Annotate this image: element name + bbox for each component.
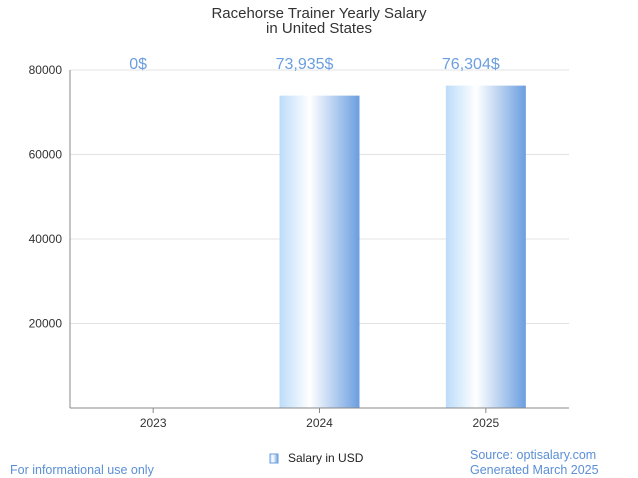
chart-title-line-2: in United States xyxy=(266,20,372,37)
y-tick-label: 60000 xyxy=(29,148,63,162)
disclaimer-text: For informational use only xyxy=(10,463,154,477)
bar-2024 xyxy=(279,95,360,408)
bar-2025 xyxy=(445,85,526,408)
bars xyxy=(279,85,526,408)
data-labels: 0$ 73,935$ 76,304$ xyxy=(129,56,500,73)
data-label-2025: 76,304$ xyxy=(442,56,500,73)
data-label-2024: 73,935$ xyxy=(276,56,334,73)
x-tick-label: 2025 xyxy=(472,416,499,430)
x-tick-label: 2023 xyxy=(140,416,167,430)
legend-label: Salary in USD xyxy=(288,451,364,465)
y-tick-label: 20000 xyxy=(29,317,63,331)
x-axis-ticks: 2023 2024 2025 xyxy=(140,408,500,430)
legend-swatch xyxy=(269,453,279,464)
source-block: Source: optisalary.com Generated March 2… xyxy=(470,448,599,478)
source-text: Source: optisalary.com xyxy=(470,448,597,462)
y-tick-label: 40000 xyxy=(29,232,63,246)
legend: Salary in USD xyxy=(269,451,364,465)
generated-text: Generated March 2025 xyxy=(470,463,599,477)
chart-title-line-1: Racehorse Trainer Yearly Salary xyxy=(211,5,427,22)
data-label-2023: 0$ xyxy=(129,56,147,73)
y-tick-label: 80000 xyxy=(29,63,63,77)
y-axis-ticks: 20000 40000 60000 80000 xyxy=(29,63,63,331)
x-tick-label: 2024 xyxy=(306,416,333,430)
